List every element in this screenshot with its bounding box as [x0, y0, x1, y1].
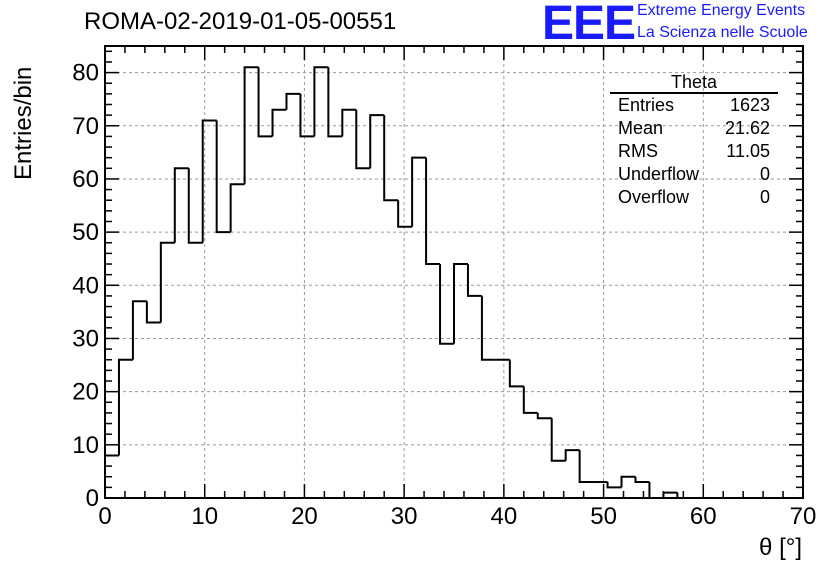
stats-value: 0	[759, 164, 770, 184]
stats-label: Overflow	[618, 187, 690, 207]
y-tick-label: 70	[72, 113, 99, 140]
histogram-bin	[480, 295, 496, 361]
histogram-bin	[564, 449, 580, 461]
histogram-bin	[327, 67, 343, 138]
histogram-bin	[313, 66, 329, 137]
histogram-bin	[383, 115, 399, 202]
histogram-bin	[397, 200, 413, 228]
axis-ticks	[104, 46, 804, 499]
stats-box: Theta Entries 1623 Mean 21.62 RMS 11.05 …	[610, 72, 778, 209]
histogram-bin	[173, 167, 189, 243]
histogram-bin	[634, 476, 650, 484]
axis-tick-labels: 0 10 20 30 40 50 60 70 0 10 20 30 40 50 60 70 80	[72, 60, 816, 530]
histogram-bin	[341, 108, 357, 137]
histogram-bin	[299, 93, 315, 138]
histogram-bin	[411, 156, 427, 227]
histogram-bin	[369, 114, 385, 169]
x-tick-label: 0	[98, 503, 111, 530]
stats-row: Entries 1623	[610, 94, 778, 117]
histogram-bin	[243, 66, 259, 185]
logo-line-2: La Scienza nelle Scuole	[637, 24, 808, 41]
histogram-bin	[215, 120, 231, 234]
histogram-bin	[453, 263, 468, 344]
x-tick-label: 60	[690, 503, 717, 530]
x-tick-label: 50	[590, 503, 617, 530]
x-tick-label: 20	[291, 503, 318, 530]
x-tick-label: 70	[790, 503, 817, 530]
y-tick-label: 0	[86, 485, 99, 512]
stats-row: Mean 21.62	[610, 117, 778, 140]
histogram-bin	[508, 359, 524, 388]
histogram-bin	[522, 386, 538, 414]
stats-label: Underflow	[618, 164, 700, 184]
y-tick-label: 40	[72, 272, 99, 299]
histogram-bin	[648, 482, 664, 499]
y-tick-label: 10	[72, 432, 99, 459]
histogram-bin	[425, 157, 441, 266]
histogram-bin	[606, 482, 622, 489]
y-tick-label: 30	[72, 325, 99, 352]
histogram-bin	[536, 412, 552, 420]
histogram-bin	[355, 109, 371, 170]
histogram-bin	[620, 475, 636, 488]
stats-label: Mean	[618, 118, 664, 138]
y-tick-label: 60	[72, 166, 99, 193]
eee-logo-mark: EEE	[542, 0, 636, 50]
histogram-bin	[285, 92, 301, 110]
histogram-bin	[578, 450, 594, 484]
stats-row: RMS 11.05	[610, 140, 778, 163]
histogram-bin	[187, 168, 203, 244]
histogram-bin	[229, 183, 245, 233]
stats-value: 21.62	[724, 118, 770, 138]
stats-row: Overflow 0	[610, 186, 778, 209]
histogram-bin	[257, 67, 273, 138]
histogram-bin	[145, 301, 161, 324]
y-axis-label: Entries/bin	[10, 66, 37, 180]
x-tick-label: 30	[391, 503, 418, 530]
histogram-bin	[131, 300, 147, 360]
x-tick-label: 40	[491, 503, 518, 530]
stats-label: Entries	[618, 95, 675, 115]
stats-value: 0	[759, 187, 770, 207]
chart-title: ROMA-02-2019-01-05-00551	[84, 8, 397, 35]
histogram-bin	[271, 108, 287, 137]
stats-value: 1623	[729, 95, 770, 115]
stats-box-title: Theta	[610, 72, 778, 94]
histogram-bin	[550, 418, 566, 462]
histogram-bin	[201, 119, 217, 243]
x-tick-label: 10	[191, 503, 218, 530]
plot-border	[104, 45, 804, 499]
histogram-bins	[104, 66, 803, 499]
logo-line-1: Extreme Energy Events	[637, 2, 806, 19]
y-tick-label: 80	[72, 60, 99, 87]
x-axis-label: θ [°]	[759, 534, 802, 561]
stats-row: Underflow 0	[610, 163, 778, 186]
histogram-bin	[117, 358, 133, 456]
y-tick-label: 50	[72, 219, 99, 246]
histogram-bin	[466, 264, 482, 297]
y-tick-label: 20	[72, 379, 99, 406]
histogram-bin	[159, 241, 175, 323]
stats-label: RMS	[618, 141, 658, 161]
stats-value: 11.05	[726, 141, 770, 161]
histogram-bin	[439, 264, 454, 345]
plot-frame	[104, 45, 804, 499]
